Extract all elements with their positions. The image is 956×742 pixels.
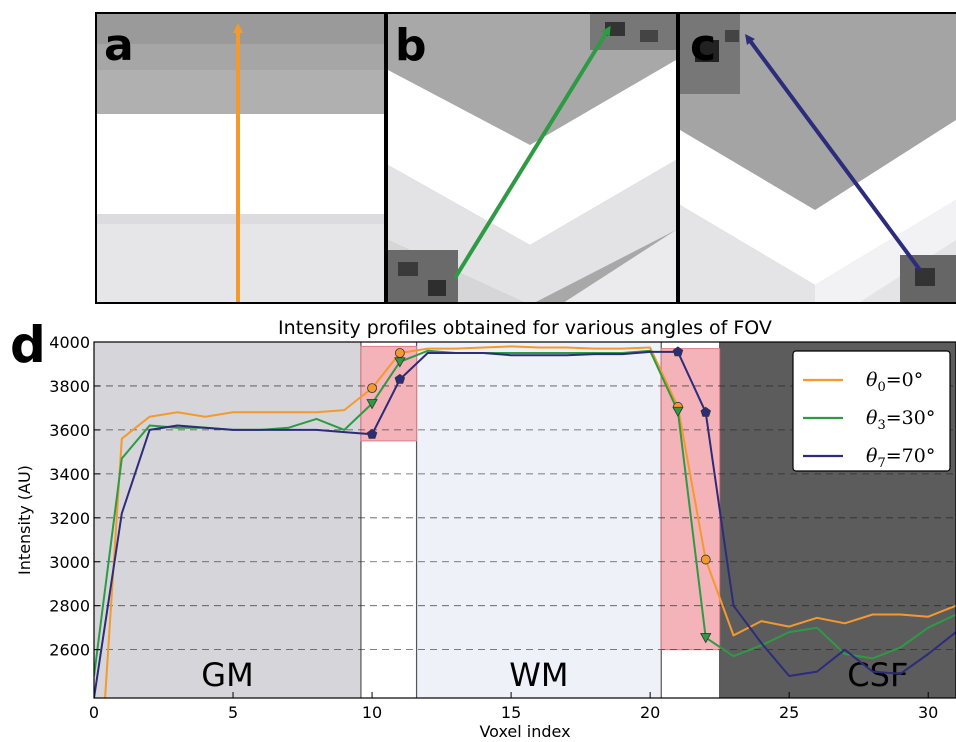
panel-a: a xyxy=(95,12,386,304)
region-2 xyxy=(416,342,662,698)
region-label-wm: WM xyxy=(509,656,568,694)
region-0 xyxy=(94,342,361,698)
highlight-0 xyxy=(360,345,418,442)
region-label-gm: GM xyxy=(201,656,253,694)
legend-label-1: θ3=30° xyxy=(866,407,935,433)
legend-symbol: θ xyxy=(866,369,878,391)
series-line-0 xyxy=(104,345,956,698)
x-tick-label-5: 5 xyxy=(228,703,238,722)
y-tick-label-2800: 2800 xyxy=(49,597,90,616)
highlight-1 xyxy=(660,348,721,651)
chart-letter: d xyxy=(10,316,46,374)
y-tick-label-3000: 3000 xyxy=(49,553,90,572)
legend-subscript: 0 xyxy=(877,380,885,395)
region-labels: GM WM CSF xyxy=(201,656,908,694)
x-tick-label-25: 25 xyxy=(779,703,799,722)
legend-symbol: θ xyxy=(866,407,878,429)
y-tick-label-4000: 4000 xyxy=(49,333,90,352)
panel-c-arrow xyxy=(745,33,922,272)
panel-c-letter: c xyxy=(690,20,716,71)
chart-title: Intensity profiles obtained for various … xyxy=(278,317,772,339)
image-panels: a b xyxy=(95,12,956,304)
legend-subscript: 7 xyxy=(877,456,885,471)
y-tick-label-3600: 3600 xyxy=(49,421,90,440)
x-axis-ticks: 0 5 10 15 20 25 30 xyxy=(89,692,938,722)
series-1-marker-22 xyxy=(700,633,712,644)
panel-b: b xyxy=(386,12,678,304)
y-tick-label-2600: 2600 xyxy=(49,641,90,660)
series-2-marker-21 xyxy=(672,346,684,357)
x-tick-label-0: 0 xyxy=(89,703,99,722)
legend-value: =70° xyxy=(886,445,936,467)
series-2-marker-22 xyxy=(700,406,711,417)
series-0-marker-22 xyxy=(700,554,711,565)
panel-b-arrow xyxy=(453,25,611,280)
legend-symbol: θ xyxy=(866,445,878,467)
y-tick-label-3200: 3200 xyxy=(49,509,90,528)
series-2-marker-10 xyxy=(366,428,378,439)
series-markers xyxy=(366,346,712,644)
series-lines xyxy=(94,345,956,698)
plot-frame xyxy=(93,341,956,699)
legend-value: =0° xyxy=(886,369,924,391)
y-axis-ticks: 2600 2800 3000 3200 3400 3600 3800 4000 xyxy=(49,333,100,660)
legend-subscript: 3 xyxy=(877,418,885,433)
x-axis-label: Voxel index xyxy=(479,722,570,741)
x-tick-label-30: 30 xyxy=(918,703,938,722)
series-0-marker-11 xyxy=(394,348,405,358)
legend: θ0=0°θ3=30°θ7=70° xyxy=(792,350,951,472)
series-1-marker-11 xyxy=(394,357,406,368)
panel-b-letter: b xyxy=(395,20,427,71)
panel-c: c xyxy=(678,12,956,304)
transition-highlights xyxy=(360,345,721,651)
panel-a-letter: a xyxy=(104,20,134,71)
legend-label-2: θ7=70° xyxy=(866,445,935,471)
series-1-marker-21 xyxy=(672,406,684,418)
y-axis-label: Intensity (AU) xyxy=(15,465,34,575)
legend-value: =30° xyxy=(886,407,936,429)
series-line-2 xyxy=(94,350,956,698)
y-tick-label-3800: 3800 xyxy=(49,377,90,396)
legend-label-0: θ0=0° xyxy=(866,369,923,395)
x-tick-label-15: 15 xyxy=(501,703,521,722)
y-tick-label-3400: 3400 xyxy=(49,465,90,484)
x-tick-label-10: 10 xyxy=(362,703,382,722)
series-2-marker-11 xyxy=(394,373,406,384)
series-0-marker-10 xyxy=(367,383,377,394)
x-tick-label-20: 20 xyxy=(640,703,660,722)
region-label-csf: CSF xyxy=(847,656,908,694)
series-1-marker-10 xyxy=(366,399,378,410)
